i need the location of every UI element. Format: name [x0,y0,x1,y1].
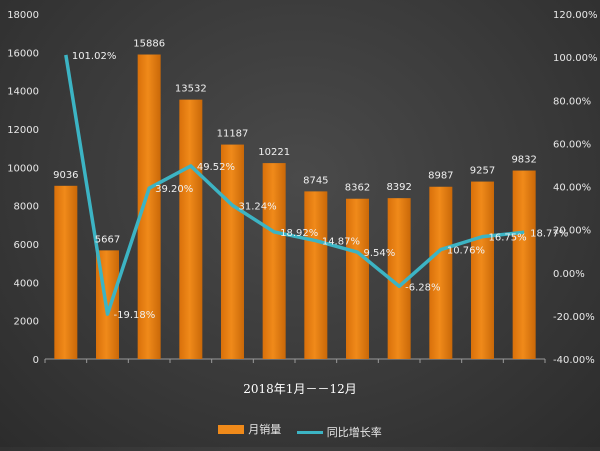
legend-label-growth: 同比增长率 [326,426,382,439]
bar [346,198,369,359]
line-value-label: -6.28% [405,282,440,293]
bar-value-label: 8362 [345,183,370,194]
legend-label-sales: 月销量 [248,423,282,436]
y-left-tick-label: 12000 [7,125,39,136]
legend-item-sales: 月销量 [218,421,281,437]
line-value-label: 9.54% [364,248,396,259]
line-value-label: 39.20% [155,184,193,195]
legend-swatch-line [296,430,323,434]
growth-line [64,54,525,316]
y-right-tick-label: -40.00% [553,355,595,366]
y-right-tick-label: 120.00% [553,10,598,21]
legend: 月销量 同比增长率 [0,421,600,440]
y-left-tick-label: 4000 [14,278,39,289]
y-left-tick-label: 2000 [14,317,39,328]
bar-value-label: 13532 [175,84,207,95]
bar [221,144,244,359]
line-value-label: 31.24% [239,201,277,212]
y-left-tick-label: 14000 [7,87,39,98]
line-value-label: 16.75% [489,233,527,244]
bar-value-label: 9036 [53,170,78,181]
y-right-tick-label: 100.00% [553,53,598,64]
bar [262,163,286,359]
bar-value-label: 8987 [428,171,453,182]
bar [304,191,328,359]
y-right-tick-label: 80.00% [553,96,591,107]
bar [137,54,161,359]
bar [429,186,453,359]
x-axis-title: 2018年1月－－12月 [243,382,357,396]
bar-value-label: 11187 [217,129,249,140]
line-value-label: -19.18% [114,310,156,321]
bar-value-label: 9257 [470,166,495,177]
y-right-tick-label: -20.00% [553,312,595,323]
bar-value-label: 15886 [133,39,165,50]
line-value-label: 49.52% [197,162,235,173]
bar [179,99,203,360]
bar-value-label: 9832 [511,155,536,166]
line-value-label: 18.77% [530,228,568,239]
y-left-tick-label: 10000 [7,163,39,174]
y-left-tick-label: 0 [33,355,39,366]
bar-value-label: 5667 [95,234,120,245]
y-left-tick-label: 18000 [7,10,39,21]
legend-item-growth: 同比增长率 [296,424,382,440]
bar [387,198,411,359]
bar [54,185,78,359]
y-right-tick-label: 0.00% [553,269,585,280]
line-value-label: 18.92% [280,228,318,239]
bar-value-label: 8745 [303,175,328,186]
y-left-tick-label: 6000 [14,240,39,251]
line-value-label: 14.87% [322,237,360,248]
line-value-label: 10.76% [447,246,485,257]
y-left-tick-label: 8000 [14,202,39,213]
bar [512,170,536,359]
bar [471,181,494,359]
bar-value-label: 8392 [386,182,411,193]
y-right-tick-label: 40.00% [553,183,591,194]
y-left-tick-label: 16000 [7,48,39,59]
line-value-label: 101.02% [72,51,117,62]
bar-value-label: 10221 [258,147,290,158]
y-right-tick-label: 60.00% [553,139,591,150]
legend-swatch-bar [218,424,245,434]
y-right-tick-label: 20.00% [553,226,591,237]
